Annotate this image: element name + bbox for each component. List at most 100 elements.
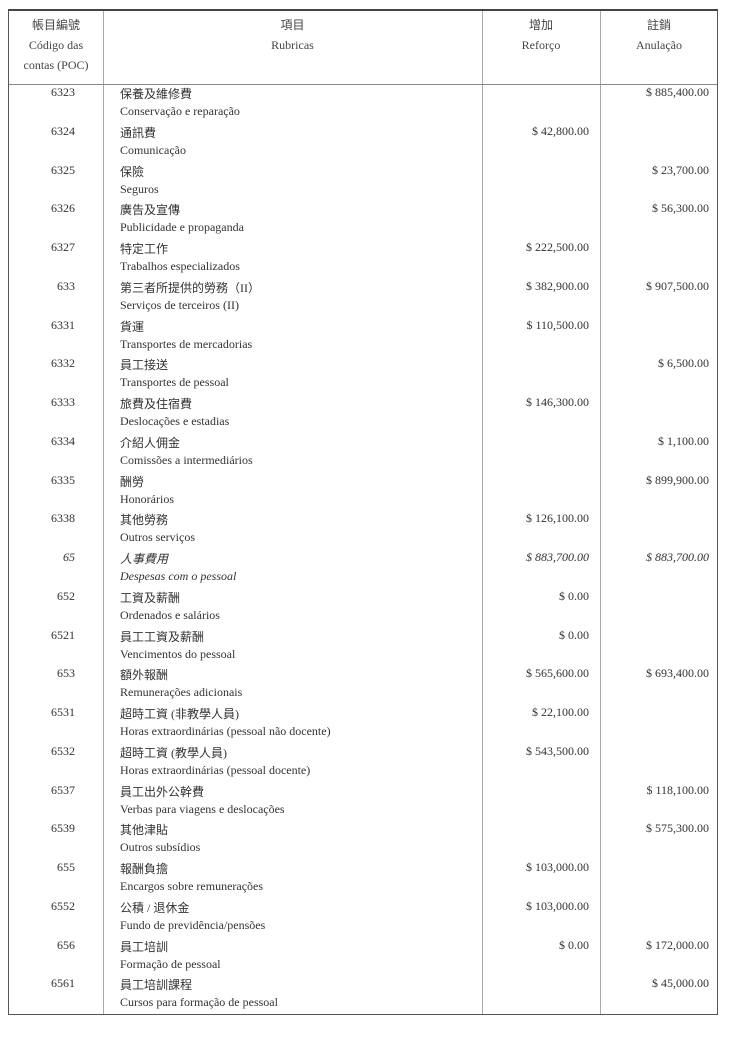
account-code: 655 [57,860,75,874]
item-name-pt: Horas extraordinárias (pessoal docente) [120,762,311,777]
account-code: 6333 [51,395,75,409]
item-name-pt: Transportes de mercadorias [120,336,253,351]
account-code: 6539 [51,821,75,836]
increase-amount: $ 126,100.00 [526,511,589,526]
table-row: 6532 超時工資 (教學人員) Horas extraordinárias (pe… [9,744,717,783]
item-name-cn: 員工培訓課程 [120,978,193,993]
item-name-cn: 超時工資 (非教學人員) [120,707,239,721]
increase-amount: $ 382,900.00 [526,278,589,293]
item-name-pt: Encargos sobre remunerações [120,879,264,893]
account-code: 6327 [51,240,75,254]
account-code: 653 [57,666,75,681]
account-code: 6537 [51,782,75,797]
item-name-cn: 通訊費 [120,125,157,140]
account-code: 6334 [51,433,75,448]
table-row: 6334 介紹人佣金 Comissões a intermediários $ 1,1… [9,434,717,473]
item-name-pt: Transportes de pessoal [120,375,229,390]
cancel-amount: $ 1,100.00 [658,433,709,448]
column-divider [600,11,601,1014]
item-name-cn: 公積 / 退休金 [120,900,190,915]
header-cancel-pt: Anulação [636,38,682,52]
account-code: 633 [57,278,75,293]
item-name-pt: Remunerações adicionais [120,685,243,700]
increase-amount: $ 0.00 [559,937,589,952]
increase-amount: $ 543,500.00 [526,743,589,758]
cancel-amount: $ 907,500.00 [646,278,709,293]
account-code: 6323 [51,85,75,99]
header-code-cn: 帳目編號 [31,18,80,32]
cancel-amount: $ 6,500.00 [658,356,709,371]
table-row: 6325 保險 Seguros $ 23,700.00 [9,163,717,202]
item-name-cn: 員工工資及薪酬 [120,629,205,644]
header-item: 項目 Rubricas [103,15,482,55]
table-row: 6539 其他津貼 Outros subsídios $ 575,300.00 [9,821,717,860]
item-name-pt: Publicidade e propaganda [120,220,244,235]
table-row: 6326 廣告及宣傳 Publicidade e propaganda $ 56,30… [9,201,717,240]
table-row: 652 工資及薪酬 Ordenados e salários $ 0.00 [9,589,717,628]
item-name-cn: 員工出外公幹費 [120,784,205,799]
item-name-pt: Horas extraordinárias (pessoal não docen… [120,724,331,738]
increase-amount: $ 103,000.00 [526,898,589,913]
account-code: 6552 [51,898,75,913]
table-row: 6338 其他勞務 Outros serviços $ 126,100.00 [9,511,717,550]
increase-amount: $ 110,500.00 [526,317,589,332]
table-row: 6324 通訊費 Comunicação $ 42,800.00 [9,124,717,163]
item-name-cn: 介紹人佣金 [120,435,181,450]
account-code: 6326 [51,201,75,216]
table-row: 6327 特定工作 Trabalhos especializados $ 222,50… [9,240,717,279]
item-name-pt: Comissões a intermediários [120,452,253,467]
item-name-cn: 其他津貼 [120,823,169,838]
account-code: 6331 [51,317,75,332]
increase-amount: $ 0.00 [559,627,589,642]
table-row: 6537 員工出外公幹費 Verbas para viagens e desloca… [9,783,717,822]
item-name-cn: 廣告及宣傳 [120,203,181,218]
cancel-amount: $ 172,000.00 [646,937,709,952]
cancel-amount: $ 575,300.00 [646,821,709,836]
item-name-pt: Outros subsídios [120,840,201,855]
budget-table: 帳目編號 Código das contas (POC) 項目 Rubricas… [8,9,718,1015]
item-name-cn: 員工培訓 [120,939,169,954]
table-row: 633 第三者所提供的勞務（II） Serviços de terceiros (I… [9,279,717,318]
header-increase-pt: Reforço [521,38,561,52]
table-row: 6323 保養及維修費 Conservação e reparação $ 885,4… [9,85,717,124]
item-name-cn: 報酬負擔 [120,862,169,876]
account-code: 6324 [51,123,75,138]
item-name-cn: 旅費及住宿費 [120,397,193,411]
header-code-pt2: contas (POC) [23,58,89,72]
item-name-pt: Deslocações e estadias [120,414,230,428]
header-increase-cn: 增加 [528,18,553,32]
item-name-pt: Vencimentos do pessoal [120,646,236,661]
cancel-amount: $ 899,900.00 [646,472,709,487]
account-code: 65 [63,550,75,564]
item-name-cn: 人事費用 [120,552,169,566]
column-divider [482,11,483,1014]
cancel-amount: $ 885,400.00 [646,85,709,99]
item-name-pt: Honorários [120,491,174,506]
item-name-cn: 第三者所提供的勞務（II） [120,280,260,295]
item-name-cn: 額外報酬 [120,668,169,683]
table-row: 655 報酬負擔 Encargos sobre remunerações $ 103,… [9,860,717,899]
cancel-amount: $ 23,700.00 [652,162,709,177]
account-code: 6335 [51,472,75,487]
cancel-amount: $ 45,000.00 [652,976,709,991]
account-code: 6521 [51,627,75,642]
account-code: 652 [57,588,75,603]
table-row: 6521 員工工資及薪酬 Vencimentos do pessoal $ 0.00 [9,628,717,667]
increase-amount: $ 883,700.00 [526,550,589,564]
cancel-amount: $ 693,400.00 [646,666,709,681]
table-row: 6552 公積 / 退休金 Fundo de previdência/pensões… [9,899,717,938]
item-name-cn: 保養及維修費 [120,87,193,101]
item-name-cn: 保險 [120,164,145,179]
header-code-pt: Código das [28,38,84,52]
header-increase: 增加 Reforço [482,15,600,55]
increase-amount: $ 42,800.00 [532,123,589,138]
account-code: 6332 [51,356,75,371]
item-name-cn: 特定工作 [120,242,169,256]
account-code: 6338 [51,511,75,526]
header-cancel-cn: 註銷 [646,18,671,32]
account-code: 6561 [51,976,75,991]
item-name-pt: Comunicação [120,142,186,157]
increase-amount: $ 22,100.00 [532,705,589,719]
table-row: 6531 超時工資 (非教學人員) Horas extraordinárias (p… [9,705,717,744]
header-cancel: 註銷 Anulação [600,15,718,55]
